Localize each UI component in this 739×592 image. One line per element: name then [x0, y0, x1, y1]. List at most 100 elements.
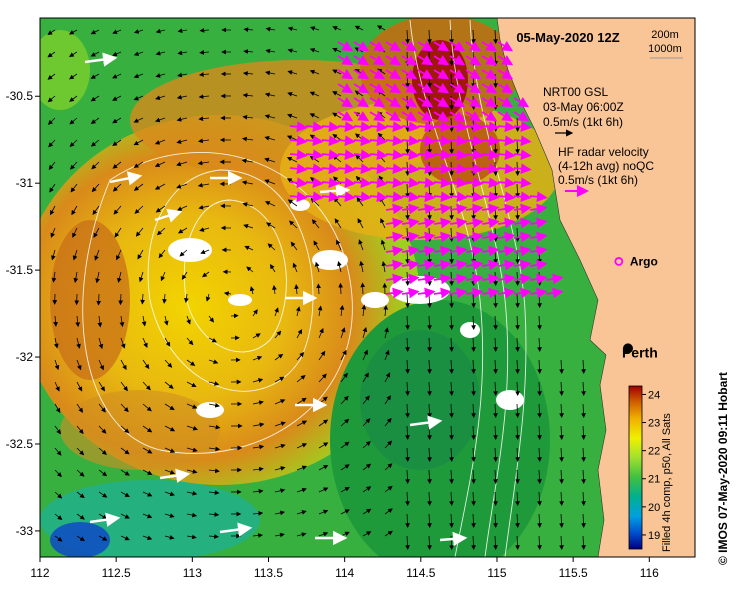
- lat-tick-label: -33: [16, 524, 34, 538]
- radar-arrow: [465, 41, 482, 52]
- model-arrow: [54, 447, 62, 456]
- model-arrow: [559, 491, 564, 506]
- model-arrow: [116, 249, 122, 261]
- radar-arrow: [465, 245, 484, 257]
- model-arrow: [537, 469, 542, 484]
- model-arrow: [405, 337, 410, 352]
- model-arrow: [296, 443, 308, 449]
- radar-arrow: [481, 55, 498, 66]
- model-arrow: [332, 69, 342, 75]
- model-arrow: [72, 227, 78, 238]
- model-arrow: [318, 373, 327, 383]
- model-arrow: [199, 50, 210, 55]
- radar-arrow: [433, 191, 452, 203]
- model-arrow: [405, 293, 410, 308]
- lat-axis: -30.5 -31 -31.5 -32 -32.5 -33: [6, 89, 40, 538]
- model-legend-title: NRT00 GSL: [543, 85, 608, 99]
- radar-arrow: [401, 149, 420, 161]
- model-arrow: [493, 425, 498, 440]
- radar-arrow: [513, 97, 530, 108]
- model-arrow: [53, 337, 59, 349]
- radar-arrow: [513, 177, 532, 189]
- model-arrow: [54, 491, 63, 499]
- model-arrow: [427, 315, 432, 330]
- model-arrow: [449, 425, 454, 440]
- model-arrow: [176, 94, 188, 100]
- model-arrow: [73, 271, 79, 284]
- radar-arrow: [513, 217, 532, 229]
- model-arrow: [76, 447, 85, 456]
- radar-arrow: [369, 163, 388, 175]
- model-arrow: [164, 513, 175, 518]
- model-arrow: [54, 425, 62, 435]
- radar-arrow: [353, 69, 370, 80]
- model-arrow: [164, 337, 171, 347]
- model-arrow: [309, 69, 320, 75]
- model-arrow: [164, 381, 174, 389]
- model-arrow: [176, 183, 188, 189]
- model-arrow: [384, 440, 393, 449]
- radar-arrow: [369, 83, 386, 94]
- model-arrow: [208, 337, 217, 343]
- model-arrow: [493, 491, 498, 506]
- model-arrow: [493, 513, 498, 528]
- model-arrow: [362, 486, 372, 493]
- radar-arrow: [449, 163, 468, 175]
- model-arrow: [381, 261, 387, 273]
- radar-arrow: [385, 55, 402, 66]
- radar-arrow: [465, 83, 482, 94]
- argo-marker: Argo: [614, 254, 658, 268]
- radar-arrow: [369, 41, 386, 52]
- model-arrow: [186, 490, 198, 496]
- radar-arrow: [353, 177, 372, 189]
- model-arrow: [274, 466, 286, 471]
- model-arrow: [264, 114, 276, 119]
- model-arrow: [449, 403, 454, 418]
- model-arrow: [133, 73, 144, 79]
- radar-arrow: [481, 217, 500, 229]
- radar-arrow: [513, 163, 532, 175]
- model-arrow: [134, 205, 144, 214]
- model-arrow: [316, 283, 321, 295]
- model-arrow: [184, 293, 189, 303]
- model-arrow: [76, 337, 81, 349]
- model-arrow: [286, 157, 298, 163]
- radar-arrow: [417, 217, 436, 229]
- radar-arrow: [449, 55, 466, 66]
- model-arrow: [97, 315, 103, 328]
- radar-arrow: [481, 83, 498, 94]
- model-arrow: [208, 315, 215, 323]
- radar-arrow: [417, 111, 434, 122]
- model-arrow: [208, 512, 220, 517]
- model-arrow: [581, 359, 586, 374]
- radar-legend-title: HF radar velocity: [558, 145, 649, 159]
- model-arrow: [76, 403, 84, 413]
- radar-arrow: [321, 191, 340, 203]
- radar-arrow: [513, 203, 532, 215]
- radar-arrow: [417, 121, 436, 133]
- model-arrow: [449, 51, 454, 66]
- model-arrow: [90, 73, 100, 79]
- model-arrow: [252, 355, 263, 361]
- model-legend-scale: 0.5m/s (1kt 6h): [543, 115, 623, 129]
- model-arrow: [581, 535, 586, 550]
- model-arrow: [362, 372, 369, 383]
- radar-arrow: [305, 163, 324, 175]
- model-arrow: [208, 490, 220, 496]
- radar-arrow: [433, 245, 452, 257]
- radar-arrow: [465, 259, 484, 271]
- model-arrow: [537, 381, 542, 396]
- radar-arrow: [337, 69, 354, 80]
- model-arrow: [515, 447, 520, 462]
- model-arrow: [120, 469, 130, 476]
- model-arrow: [137, 249, 144, 260]
- lon-tick-label: 115.5: [559, 566, 588, 580]
- model-arrow: [383, 304, 389, 317]
- model-arrow: [449, 381, 454, 396]
- model-arrow: [332, 47, 342, 53]
- radar-arrow: [417, 177, 436, 189]
- model-arrow: [154, 183, 166, 190]
- drifter-arrow: [409, 415, 443, 430]
- colorbar: 19 20 21 22 23 24 Filled 4h comp, p50, All Sa…: [628, 385, 673, 552]
- model-arrow: [471, 403, 476, 418]
